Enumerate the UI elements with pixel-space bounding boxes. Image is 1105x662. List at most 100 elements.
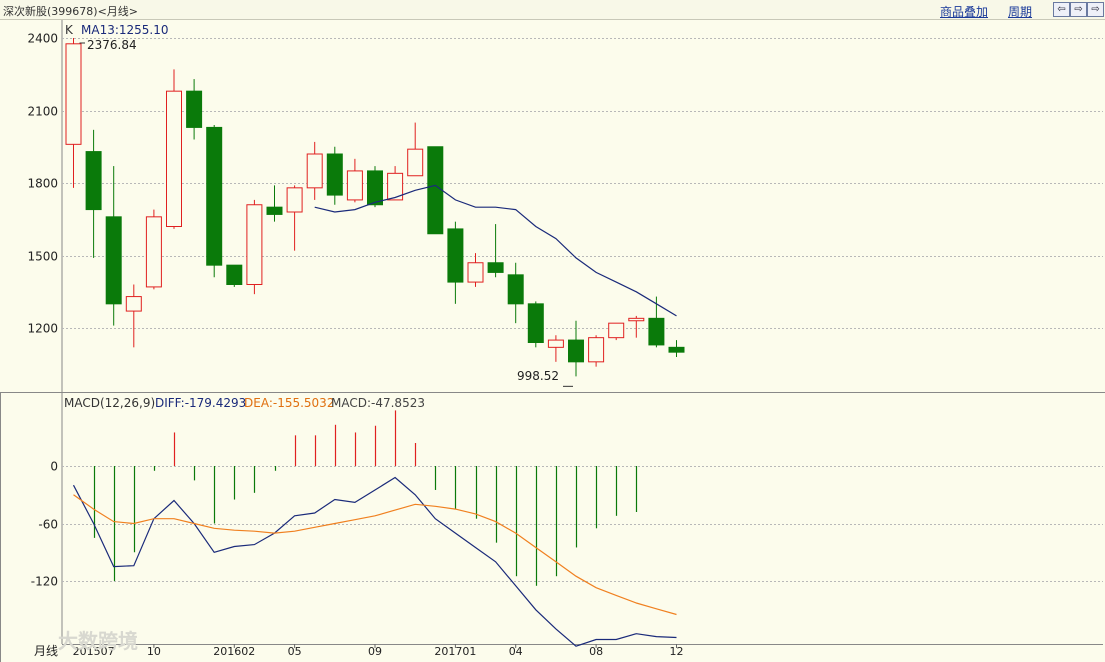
low-price-annotation: 998.52 [517,369,559,383]
x-tick-label: 10 [147,645,161,658]
candle [387,166,404,201]
candle-body [346,170,363,201]
kline-indicator-label: K [65,23,74,37]
kline-y-tick-label: 1200 [27,322,58,336]
kline-y-axis: 2400 2100 1800 1500 1200 [27,32,58,336]
high-price-annotation: 2376.84 [87,38,137,52]
macd-gridlines [62,466,1103,582]
x-tick-label: 12 [670,645,684,658]
candle-body [668,346,685,353]
candle [326,146,343,205]
candle-body [547,339,564,348]
x-tick-label: 05 [288,645,302,658]
candle [367,166,383,208]
candle-body [467,262,484,283]
period-label: 月线 [34,644,58,658]
macd-indicator-label: MACD(12,26,9) [64,396,155,410]
overlay-instrument-link[interactable]: 商品叠加 [940,5,989,19]
candle-body [105,216,122,305]
candle [186,79,203,140]
candle-body [387,172,404,201]
candle-body [166,90,182,227]
candle-body [367,170,383,206]
candle [65,38,82,188]
x-tick-label: 201602 [213,645,255,658]
candle [487,224,504,278]
candle [306,141,323,200]
candle-body [507,274,524,305]
candle-body [568,339,584,363]
macd-y-tick-label: -60 [38,518,58,532]
kline-y-tick-label: 1800 [27,177,58,191]
period-link[interactable]: 周期 [1008,5,1033,19]
x-axis: 201507 10 201602 05 09 201701 04 08 12 [73,644,684,658]
ma13-legend: MA13:1255.10 [81,23,169,37]
kline-y-tick-label: 1500 [27,250,58,264]
kline-gridlines [62,38,1103,329]
candle [527,301,544,348]
candle-body [125,296,142,312]
candle [266,185,283,222]
kline-y-tick-label: 2400 [27,32,58,46]
candle-body [648,317,665,346]
candle-body [407,148,424,177]
chart-title: 深次新股(399678)<月线> [3,5,139,18]
macd-y-tick-label: 0 [50,460,58,474]
scroll-left-button[interactable]: ⇦ [1053,2,1070,17]
candle [206,125,223,278]
candle [145,209,162,290]
candle [105,166,122,326]
candle-body [186,90,203,128]
candle [125,284,142,348]
zoom-button[interactable]: ⇨ [1087,2,1104,17]
candle-body [65,43,82,145]
candle [547,335,564,362]
scroll-right-button[interactable]: ⇨ [1070,2,1087,17]
dea-line [73,494,677,616]
candle [588,335,605,367]
candlestick-series [65,38,685,387]
candle-body [608,322,625,339]
ma13-series [314,184,677,317]
candle-body [588,337,605,363]
candle-body [527,303,544,344]
macd-y-axis: 0 -60 -120 [31,460,58,589]
candle-body [447,228,464,283]
candle-body [487,262,504,273]
candle [166,69,182,229]
candle [608,322,625,341]
x-tick-label: 201507 [73,645,115,658]
candle [447,221,464,304]
candle-body [206,126,223,266]
top-toolbar: 深次新股(399678)<月线> 商品叠加 周期 ⇦ ⇨ ⇨ [0,0,1105,20]
macd-y-tick-label: -120 [31,575,58,589]
x-tick-label: 201701 [434,645,476,658]
macd-lines [72,476,677,647]
candle [85,129,102,258]
candle-body [266,206,283,215]
candle [226,264,243,287]
candle [246,199,263,295]
x-tick-label: 09 [368,645,382,658]
watermark-text: 大数跨境 [58,629,138,653]
diff-line [72,476,677,647]
x-tick-label: 04 [509,645,523,658]
macd-legend: MACD:-47.8523 [331,396,425,410]
candle [507,262,524,324]
diff-legend: DIFF:-179.4293 [155,396,246,410]
candle [427,146,444,235]
candle-body [145,216,162,288]
candle-body [427,146,444,235]
candle [628,315,645,338]
candle-body [286,187,303,213]
candle-body [306,153,323,189]
candle [648,296,665,348]
candle-body [246,204,263,285]
candle-body [326,153,343,196]
candle [668,340,685,357]
candle [407,122,424,177]
candle [286,185,303,251]
candle [346,158,363,203]
candle-body [85,151,102,211]
